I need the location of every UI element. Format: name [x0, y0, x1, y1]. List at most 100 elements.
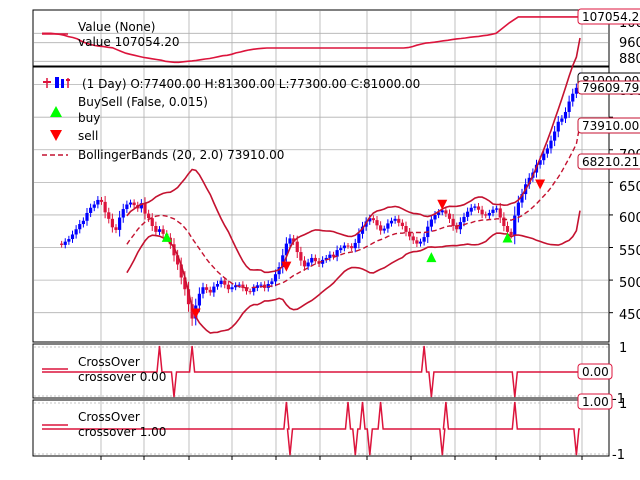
- candle-body: [371, 218, 375, 221]
- crossover1-ytick: 1: [619, 341, 627, 356]
- candle-body: [150, 218, 154, 227]
- candle-body: [422, 237, 426, 242]
- candle-body: [63, 241, 67, 245]
- candle-body: [342, 245, 346, 249]
- price-ytick: 60000: [619, 211, 640, 226]
- candle-body: [567, 101, 571, 112]
- buy-marker: [502, 232, 513, 243]
- candle-body: [455, 226, 459, 230]
- candle-body: [346, 245, 350, 247]
- candle-body: [433, 214, 437, 220]
- candle-body: [190, 304, 194, 319]
- candle-body: [560, 118, 564, 122]
- candle-body: [70, 234, 75, 240]
- crossover2-legend-entry: crossover 1.00: [78, 425, 166, 439]
- candle-body: [429, 219, 433, 227]
- candle-body: [78, 224, 82, 230]
- candle-body: [324, 257, 328, 260]
- candle-body: [60, 243, 64, 245]
- candle-body: [444, 210, 448, 214]
- candle-body: [81, 220, 85, 225]
- bb-bot-last-label: 68210.21: [577, 153, 640, 170]
- candle-body: [313, 257, 317, 262]
- candle-body: [197, 293, 201, 306]
- candle-body: [360, 226, 365, 234]
- candle-body: [480, 209, 484, 215]
- candle-body: [574, 87, 578, 94]
- candle-body: [447, 213, 452, 219]
- candle-body: [288, 238, 292, 244]
- candle-body: [400, 222, 404, 227]
- candle-body: [440, 210, 444, 213]
- candle-body: [96, 199, 100, 205]
- value-series-line: [42, 16, 580, 64]
- ohlc-legend-text: (1 Day) O:77400.00 H:81300.00 L:77300.00…: [82, 77, 420, 91]
- candle-body: [556, 121, 560, 132]
- candle-body: [212, 286, 216, 293]
- candle-body: [226, 284, 230, 290]
- candle-body: [458, 222, 462, 230]
- price-ytick: 45000: [619, 308, 640, 323]
- candle-body: [179, 264, 183, 278]
- candle-body: [386, 223, 390, 229]
- candle-body: [125, 204, 129, 210]
- svg-text:79609.79: 79609.79: [582, 81, 639, 95]
- candle-body: [462, 216, 466, 223]
- candle-body: [484, 214, 488, 216]
- candle-body: [473, 206, 477, 208]
- candle-body: [335, 250, 339, 257]
- price-panel-frame: [32, 66, 610, 343]
- bb-top-last-label: 79609.79: [577, 80, 640, 95]
- candle-body: [375, 220, 379, 226]
- svg-text:107054.20: 107054.20: [582, 10, 640, 24]
- candle-body: [223, 280, 227, 285]
- candle-body: [495, 208, 499, 210]
- candle-body: [139, 203, 143, 209]
- candle-body: [505, 226, 510, 232]
- candle-body: [520, 194, 524, 203]
- candle-body: [154, 226, 158, 232]
- crossover2-last-label: 1.00: [577, 393, 613, 410]
- value-legend-title: Value (None): [78, 20, 155, 34]
- candle-body: [248, 291, 252, 293]
- candle-body: [418, 241, 423, 244]
- svg-text:68210.21: 68210.21: [582, 155, 639, 169]
- candle-body: [161, 229, 165, 234]
- value-ytick: 96000: [619, 36, 640, 51]
- bb-top-line: [126, 37, 581, 274]
- candle-body: [147, 213, 151, 219]
- crossover1-yaxis: 1 -1: [612, 341, 627, 407]
- candle-body: [99, 199, 104, 202]
- candle-body: [545, 148, 549, 154]
- candle-body: [502, 217, 506, 227]
- grid-lines: [34, 11, 613, 460]
- candle-body: [270, 281, 274, 285]
- candle-body: [487, 212, 491, 216]
- price-ytick: 50000: [619, 276, 640, 291]
- buysell-legend-title: BuySell (False, 0.015): [78, 95, 208, 109]
- candle-body: [498, 208, 502, 218]
- crossover1-line: [42, 345, 580, 398]
- candle-body: [382, 228, 386, 231]
- candle-body: [255, 285, 259, 288]
- candle-body: [157, 229, 162, 232]
- crossover1-legend-title: CrossOver: [78, 355, 140, 369]
- candle-body: [563, 111, 568, 119]
- candle-body: [241, 284, 245, 288]
- candle-body: [553, 131, 557, 141]
- candle-body: [491, 209, 495, 213]
- candle-body: [74, 229, 78, 235]
- bb-bot-line: [126, 210, 581, 334]
- buy-marker: [426, 252, 437, 263]
- candle-body: [549, 140, 553, 149]
- crossover2-panel-frame: [32, 399, 610, 457]
- candle-body: [527, 177, 531, 185]
- candle-body: [143, 203, 147, 214]
- crossover2-yaxis: 1 -1: [612, 397, 627, 463]
- candle-body: [186, 289, 191, 305]
- candle-body: [357, 233, 361, 243]
- candle-body: [284, 243, 288, 256]
- candle-body: [393, 218, 397, 221]
- candle-body: [85, 212, 89, 221]
